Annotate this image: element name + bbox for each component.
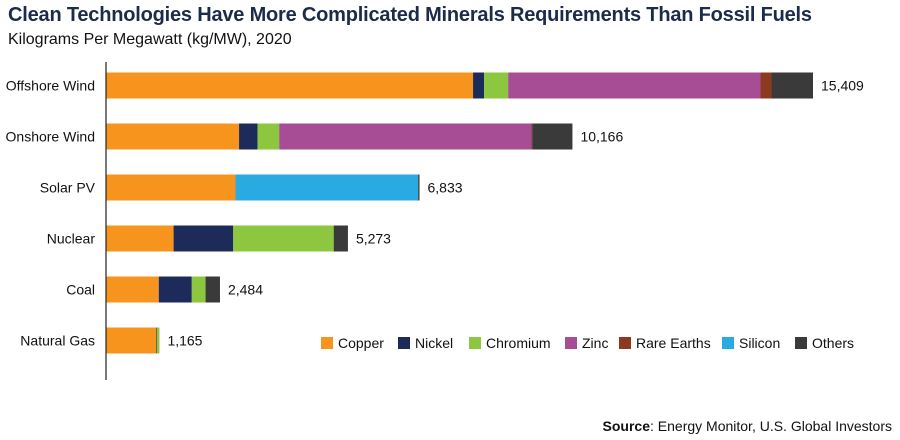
bar-segment-copper-coal bbox=[106, 276, 159, 303]
bar-segment-others-onshore-wind bbox=[532, 123, 573, 150]
total-label-coal: 2,484 bbox=[228, 282, 263, 298]
category-label-onshore-wind: Onshore Wind bbox=[6, 129, 95, 145]
bar-segment-zinc-onshore-wind bbox=[279, 123, 532, 150]
bar-segment-rare-earths-offshore-wind bbox=[760, 72, 772, 99]
legend-swatch-copper bbox=[321, 337, 333, 349]
chart-title: Clean Technologies Have More Complicated… bbox=[8, 4, 812, 26]
total-label-onshore-wind: 10,166 bbox=[580, 129, 623, 145]
category-label-coal: Coal bbox=[66, 282, 95, 298]
legend-swatch-others bbox=[795, 337, 807, 349]
legend-swatch-chromium bbox=[469, 337, 481, 349]
total-label-solar-pv: 6,833 bbox=[428, 180, 463, 196]
legend-label-copper: Copper bbox=[338, 335, 384, 351]
bar-segment-nickel-coal bbox=[158, 276, 192, 303]
legend-label-rare-earths: Rare Earths bbox=[636, 335, 711, 351]
legend-label-zinc: Zinc bbox=[582, 335, 608, 351]
chart-subtitle: Kilograms Per Megawatt (kg/MW), 2020 bbox=[8, 31, 292, 48]
bar-segment-chromium-coal bbox=[191, 276, 206, 303]
category-label-natural-gas: Natural Gas bbox=[20, 333, 95, 349]
bar-segment-chromium-onshore-wind bbox=[257, 123, 280, 150]
legend-label-nickel: Nickel bbox=[415, 335, 453, 351]
total-label-natural-gas: 1,165 bbox=[167, 333, 202, 349]
total-label-nuclear: 5,273 bbox=[356, 231, 391, 247]
bar-segment-copper-solar-pv bbox=[106, 174, 236, 201]
bar-segment-silicon-solar-pv bbox=[235, 174, 419, 201]
bar-segment-chromium-offshore-wind bbox=[484, 72, 509, 99]
bar-segment-nickel-natural-gas bbox=[156, 327, 158, 354]
legend-label-silicon: Silicon bbox=[739, 335, 780, 351]
category-label-solar-pv: Solar PV bbox=[40, 180, 96, 196]
legend-label-chromium: Chromium bbox=[486, 335, 551, 351]
bar-segment-rare-earths-onshore-wind bbox=[531, 123, 533, 150]
bar-segment-others-nuclear bbox=[333, 225, 348, 252]
bar-segment-others-solar-pv bbox=[418, 174, 420, 201]
bar-segment-copper-nuclear bbox=[106, 225, 174, 252]
bar-segment-others-offshore-wind bbox=[771, 72, 814, 99]
legend-label-others: Others bbox=[812, 335, 854, 351]
bar-segment-chromium-nuclear bbox=[233, 225, 334, 252]
bar-segment-nickel-nuclear bbox=[173, 225, 234, 252]
source-label: Source bbox=[602, 418, 650, 434]
bar-segment-copper-offshore-wind bbox=[106, 72, 474, 99]
total-label-offshore-wind: 15,409 bbox=[821, 78, 864, 94]
source-text: : Energy Monitor, U.S. Global Investors bbox=[650, 418, 892, 434]
source-note: Source: Energy Monitor, U.S. Global Inve… bbox=[603, 418, 892, 434]
bar-segment-copper-natural-gas bbox=[106, 327, 157, 354]
bar-segment-nickel-offshore-wind bbox=[473, 72, 485, 99]
bar-segment-nickel-onshore-wind bbox=[239, 123, 258, 150]
legend-swatch-zinc bbox=[565, 337, 577, 349]
legend-swatch-nickel bbox=[398, 337, 410, 349]
category-label-nuclear: Nuclear bbox=[47, 231, 96, 247]
category-label-offshore-wind: Offshore Wind bbox=[6, 78, 95, 94]
bar-segment-zinc-offshore-wind bbox=[508, 72, 761, 99]
legend-swatch-rare-earths bbox=[619, 337, 631, 349]
bar-segment-chromium-natural-gas bbox=[157, 327, 160, 354]
legend-swatch-silicon bbox=[722, 337, 734, 349]
bar-segment-copper-onshore-wind bbox=[106, 123, 240, 150]
bar-segment-others-coal bbox=[205, 276, 220, 303]
